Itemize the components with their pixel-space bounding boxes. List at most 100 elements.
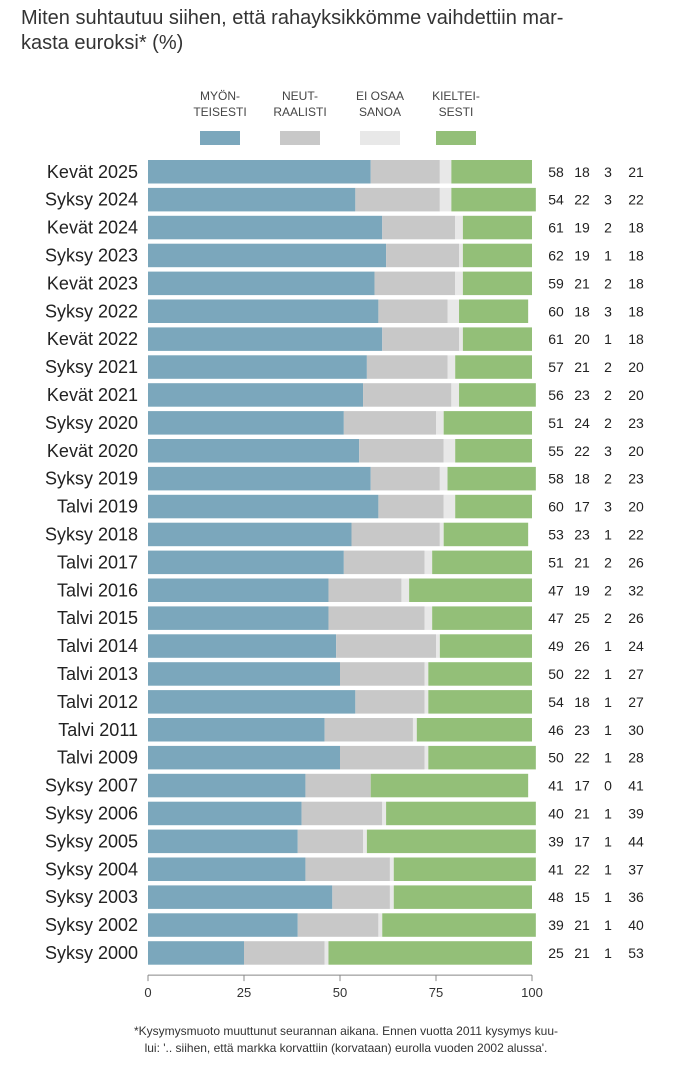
value-label-15-3: 32 (628, 582, 644, 598)
bar-3-series-2 (459, 243, 463, 268)
bar-5-series-0 (148, 299, 379, 323)
value-label-22-2: 0 (604, 778, 612, 794)
value-label-11-1: 18 (574, 471, 590, 487)
bar-11-series-1 (370, 466, 440, 491)
bar-5-series-1 (378, 299, 448, 323)
value-label-19-1: 18 (574, 694, 590, 710)
bar-3-series-0 (148, 243, 387, 268)
category-label-23: Syksy 2006 (45, 803, 138, 823)
legend-swatch-3 (436, 131, 476, 145)
bar-26-series-1 (332, 885, 390, 909)
bar-17-series-2 (436, 634, 440, 658)
value-label-4-3: 18 (628, 275, 644, 291)
bar-23-series-3 (386, 801, 536, 826)
value-label-21-0: 50 (548, 750, 564, 766)
value-label-28-3: 53 (628, 945, 644, 961)
value-label-14-3: 26 (628, 554, 644, 570)
value-label-18-2: 1 (604, 666, 612, 682)
bar-4-series-1 (374, 271, 456, 296)
value-label-7-0: 57 (548, 359, 564, 375)
bar-11-series-2 (439, 466, 448, 491)
value-label-2-1: 19 (574, 220, 590, 236)
bar-19-series-1 (355, 690, 425, 714)
value-label-3-2: 1 (604, 247, 612, 263)
value-label-15-1: 19 (574, 582, 590, 598)
value-label-22-3: 41 (628, 778, 644, 794)
bar-6-series-0 (148, 327, 383, 351)
value-label-6-1: 20 (574, 331, 590, 347)
value-label-16-2: 2 (604, 610, 612, 626)
bar-0-series-2 (439, 160, 452, 184)
bar-20-series-1 (324, 718, 413, 742)
bar-13-series-2 (439, 522, 444, 547)
bar-22-series-3 (370, 773, 529, 798)
value-label-25-3: 37 (628, 861, 644, 877)
bar-13-series-3 (443, 522, 529, 547)
value-label-6-0: 61 (548, 331, 564, 347)
bar-8-series-1 (363, 383, 452, 407)
category-label-7: Syksy 2021 (45, 357, 138, 377)
value-label-21-3: 28 (628, 750, 644, 766)
bar-19-series-0 (148, 690, 356, 714)
value-label-16-3: 26 (628, 610, 644, 626)
bar-22-series-0 (148, 773, 306, 798)
value-label-17-3: 24 (628, 638, 644, 654)
value-label-2-0: 61 (548, 220, 564, 236)
category-label-9: Syksy 2020 (45, 413, 138, 433)
bar-16-series-3 (432, 606, 532, 630)
value-label-27-3: 40 (628, 917, 644, 933)
value-label-27-2: 1 (604, 917, 612, 933)
value-label-24-3: 44 (628, 833, 644, 849)
legend-label-1: NEUT- RAALISTI (273, 89, 327, 119)
bar-7-series-2 (447, 355, 456, 379)
x-tick-label-3: 75 (429, 985, 443, 1000)
value-label-26-1: 15 (574, 889, 590, 905)
bar-23-series-1 (301, 801, 383, 826)
bar-12-series-1 (378, 494, 444, 519)
bar-25-series-1 (305, 857, 390, 881)
value-label-19-3: 27 (628, 694, 644, 710)
bar-24-series-1 (297, 829, 364, 854)
bar-6-series-3 (462, 327, 532, 351)
value-label-5-2: 3 (604, 303, 612, 319)
bar-2-series-3 (462, 215, 532, 240)
value-label-2-2: 2 (604, 220, 612, 236)
value-label-6-3: 18 (628, 331, 644, 347)
bar-3-series-1 (386, 243, 460, 268)
bar-11-series-0 (148, 466, 371, 491)
bar-14-series-3 (432, 550, 532, 575)
value-label-17-2: 1 (604, 638, 612, 654)
value-label-0-1: 18 (574, 164, 590, 180)
category-label-8: Kevät 2021 (47, 385, 138, 405)
bar-6-series-1 (382, 327, 460, 351)
bar-16-series-2 (424, 606, 433, 630)
bar-5-series-2 (447, 299, 460, 323)
value-label-20-1: 23 (574, 722, 590, 738)
bar-1-series-3 (451, 187, 536, 212)
category-label-15: Talvi 2016 (57, 580, 138, 600)
bar-9-series-1 (343, 411, 436, 435)
bar-2-series-1 (382, 215, 456, 240)
bar-9-series-0 (148, 411, 344, 435)
bar-2-series-0 (148, 215, 383, 240)
value-label-20-2: 1 (604, 722, 612, 738)
category-label-16: Talvi 2015 (57, 608, 138, 628)
bar-7-series-0 (148, 355, 367, 379)
bar-15-series-1 (328, 578, 402, 602)
bar-4-series-0 (148, 271, 375, 296)
legend-swatch-0 (200, 131, 240, 145)
category-label-22: Syksy 2007 (45, 776, 138, 796)
value-label-27-0: 39 (548, 917, 564, 933)
value-label-1-0: 54 (548, 192, 564, 208)
value-label-4-0: 59 (548, 275, 564, 291)
x-tick-label-1: 25 (237, 985, 251, 1000)
value-label-16-1: 25 (574, 610, 590, 626)
bar-28-series-0 (148, 941, 244, 965)
x-tick-label-0: 0 (144, 985, 151, 1000)
footnote-line-1: *Kysymysmuoto muuttunut seurannan aikana… (133, 1024, 558, 1038)
bar-11-series-3 (447, 466, 536, 491)
bar-27-series-0 (148, 913, 298, 937)
bar-16-series-1 (328, 606, 425, 630)
bar-24-series-3 (366, 829, 536, 854)
value-label-17-1: 26 (574, 638, 590, 654)
